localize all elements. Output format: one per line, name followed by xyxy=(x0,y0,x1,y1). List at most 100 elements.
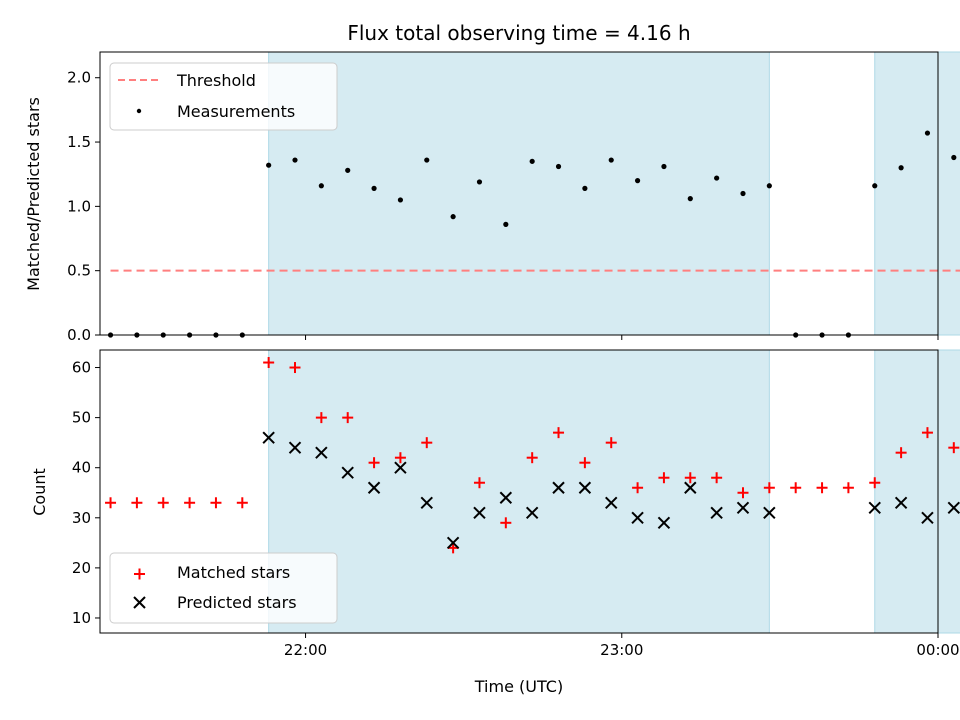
measurement-point xyxy=(740,190,746,197)
legend-matched-swatch xyxy=(134,568,145,580)
predicted-stars-points xyxy=(262,431,960,550)
y-tick-label: 20 xyxy=(72,559,91,577)
measurement-point xyxy=(529,158,535,164)
matched-star-marker xyxy=(658,472,670,484)
predicted-star-marker xyxy=(367,481,381,494)
chart-title: Flux total observing time = 4.16 h xyxy=(347,21,690,45)
predicted-star-marker xyxy=(262,431,275,444)
measurement-point xyxy=(397,197,404,203)
measurement-point xyxy=(924,130,931,136)
legend-predicted-label: Predicted stars xyxy=(177,593,297,612)
matched-star-marker xyxy=(684,472,696,484)
matched-star-marker xyxy=(553,427,565,439)
predicted-star-marker xyxy=(736,501,750,514)
matched-star-marker xyxy=(790,482,802,494)
top-legend-box xyxy=(109,62,338,131)
predicted-star-marker xyxy=(499,491,513,504)
predicted-star-marker xyxy=(288,441,302,454)
measurement-point xyxy=(872,183,878,189)
y-tick-label: 0.5 xyxy=(67,262,91,280)
matched-star-marker xyxy=(605,437,617,449)
bottom-shaded-intervals xyxy=(268,349,960,634)
y-tick-label: 50 xyxy=(72,409,91,427)
predicted-star-marker xyxy=(868,501,881,514)
measurement-point xyxy=(898,165,904,171)
y-tick-label: 2.0 xyxy=(67,69,91,87)
y-tick-label: 10 xyxy=(72,609,91,627)
measurement-point xyxy=(687,196,693,202)
matched-star-marker xyxy=(632,482,644,494)
measurement-point xyxy=(476,179,483,185)
matched-star-marker xyxy=(948,442,960,454)
bottom-legend: Matched stars Predicted stars xyxy=(109,552,338,624)
matched-star-marker xyxy=(394,452,406,464)
measurement-point xyxy=(318,183,324,189)
matched-star-marker xyxy=(157,497,169,509)
matched-stars-points xyxy=(105,357,960,554)
measurement-point xyxy=(292,157,298,163)
measurement-point xyxy=(424,157,430,163)
matched-star-marker xyxy=(473,477,485,489)
predicted-star-marker xyxy=(631,511,644,525)
matched-star-marker xyxy=(500,517,512,529)
predicted-star-marker xyxy=(921,511,934,525)
predicted-star-marker xyxy=(473,506,486,519)
predicted-star-marker xyxy=(446,536,460,550)
measurement-point xyxy=(371,185,377,191)
bottom-plot: 10 20 30 40 50 60 22:0023:0000:0001:0002:0003… xyxy=(30,349,960,696)
top-shaded-intervals xyxy=(268,51,960,336)
legend-measurements-swatch xyxy=(136,108,142,114)
predicted-star-marker xyxy=(947,501,960,514)
top-legend: Threshold Measurements xyxy=(109,62,338,131)
bottom-y-ticks: 10 20 30 40 50 60 xyxy=(72,359,100,627)
measurement-point xyxy=(766,183,772,189)
measurement-point xyxy=(661,163,667,170)
bottom-legend-box xyxy=(109,552,338,624)
measurement-point xyxy=(714,175,720,181)
measurement-point xyxy=(634,178,641,184)
matched-star-marker xyxy=(315,412,327,424)
matched-star-marker xyxy=(869,477,881,489)
shaded-interval xyxy=(874,51,960,336)
matched-star-marker xyxy=(236,497,248,509)
y-tick-label: 1.0 xyxy=(67,197,91,215)
x-axis-label: Time (UTC) xyxy=(474,677,563,696)
matched-star-marker xyxy=(921,427,933,439)
matched-star-marker xyxy=(131,497,143,509)
y-tick-label: 0.0 xyxy=(67,326,91,344)
legend-predicted-swatch xyxy=(133,596,146,609)
matched-star-marker xyxy=(816,482,828,494)
predicted-star-marker xyxy=(578,481,592,494)
predicted-star-marker xyxy=(552,481,565,494)
y-tick-label: 60 xyxy=(72,359,91,377)
x-tick-label: 22:00 xyxy=(284,641,327,659)
matched-star-marker xyxy=(342,412,354,424)
measurement-point xyxy=(951,154,957,161)
predicted-star-marker xyxy=(420,496,433,509)
predicted-star-marker xyxy=(605,496,618,509)
predicted-star-marker xyxy=(657,516,671,530)
y-tick-label: 40 xyxy=(72,459,91,477)
bottom-y-axis-label: Count xyxy=(30,468,49,516)
matched-star-marker xyxy=(711,472,723,484)
matched-star-marker xyxy=(895,447,907,459)
matched-star-marker xyxy=(579,457,591,469)
measurement-point xyxy=(266,162,272,168)
measurement-point xyxy=(608,157,614,163)
measurement-point xyxy=(450,214,456,220)
bottom-plot-frame xyxy=(99,349,939,634)
legend-matched-label: Matched stars xyxy=(177,563,290,582)
shaded-interval xyxy=(874,349,960,634)
shaded-interval xyxy=(268,51,770,336)
predicted-star-marker xyxy=(341,466,354,479)
matched-star-marker xyxy=(184,497,196,509)
matched-star-marker xyxy=(526,452,538,464)
measurement-point xyxy=(555,163,562,170)
top-plot: 0.00.51.01.52.0 Matched/Predicted stars … xyxy=(24,51,960,344)
y-tick-label: 30 xyxy=(72,509,91,527)
legend-measurements-label: Measurements xyxy=(177,102,295,121)
predicted-star-marker xyxy=(315,446,328,459)
legend-threshold-label: Threshold xyxy=(176,71,256,90)
